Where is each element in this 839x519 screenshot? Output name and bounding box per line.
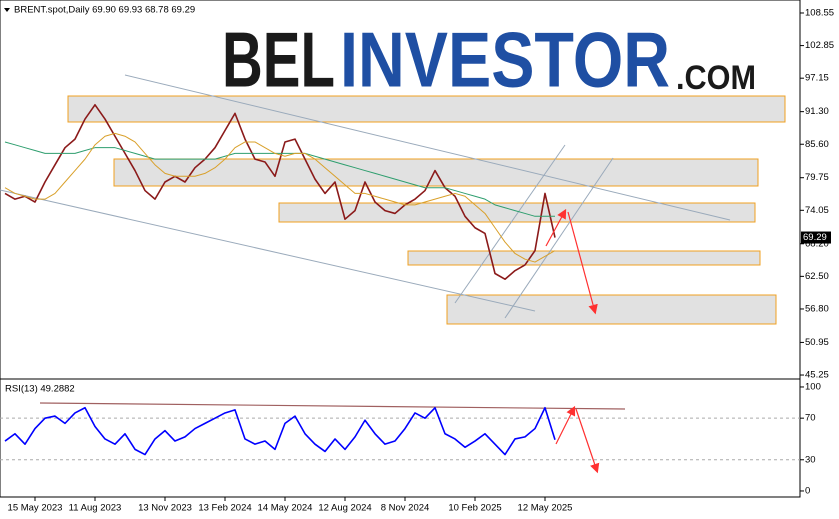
y-tick-label: 30: [805, 454, 816, 465]
y-tick-label: 85.60: [805, 139, 829, 150]
channel-line: [454, 144, 566, 304]
x-tick-label: 8 Nov 2024: [381, 503, 430, 514]
price-label-box: [801, 231, 831, 244]
y-tick-label: 100: [805, 381, 821, 392]
price-label: 69.29: [803, 232, 827, 243]
y-tick-label: 74.05: [805, 205, 829, 216]
channel-line: [124, 74, 731, 221]
y-tick-label: 79.75: [805, 172, 829, 183]
arrow: [545, 208, 567, 247]
zone: [67, 95, 786, 123]
series-line: [4, 132, 556, 263]
logo-part: BEL: [222, 16, 335, 104]
arrow: [567, 211, 598, 315]
marks: [0, 103, 800, 461]
series-line: [4, 406, 556, 456]
x-tick-label: 13 Feb 2024: [198, 503, 251, 514]
zone: [113, 158, 759, 187]
y-tick-label: 70: [805, 413, 816, 424]
arrows: [545, 208, 600, 474]
channel-line: [0, 189, 536, 312]
y-tick-label: 56.80: [805, 303, 829, 314]
x-tick-label: 14 May 2024: [258, 503, 313, 514]
arrow: [575, 408, 600, 474]
zone: [278, 202, 756, 223]
arrow: [555, 405, 576, 445]
x-tick-label: 11 Aug 2023: [69, 503, 122, 514]
channels: [0, 74, 731, 410]
series-line: [4, 103, 556, 281]
y-tick-label: 50.95: [805, 337, 829, 348]
y-tick-label: 108.55: [805, 7, 834, 18]
logo-part: INVESTOR: [340, 16, 670, 104]
rsi-title: RSI(13) 49.2882: [5, 384, 75, 395]
zone: [446, 294, 777, 325]
y-tick-label: 97.15: [805, 73, 829, 84]
x-tick-label: 15 May 2023: [8, 503, 63, 514]
logo: BEL INVESTOR .COM: [221, 15, 756, 105]
zones: [67, 95, 786, 325]
header-icon: [4, 8, 10, 12]
y-tick-label: 102.85: [805, 40, 834, 51]
x-tick-label: 12 Aug 2024: [318, 503, 371, 514]
y-tick-label: 68.20: [805, 238, 829, 249]
rsi-trend-line: [39, 402, 626, 410]
series-line: [4, 141, 555, 217]
x-tick-label: 13 Nov 2023: [138, 503, 192, 514]
y-tick-label: 91.30: [805, 106, 829, 117]
logo-part: .COM: [676, 59, 756, 97]
plot-frame: [0, 0, 801, 498]
zone: [407, 250, 761, 266]
header-title: BRENT.spot,Daily 69.90 69.93 68.78 69.29: [14, 5, 195, 16]
y-tick-label: 62.50: [805, 271, 829, 282]
x-tick-label: 10 Feb 2025: [448, 503, 501, 514]
x-tick-label: 12 May 2025: [518, 503, 573, 514]
y-tick-label: 0: [805, 485, 810, 496]
y-tick-label: 45.25: [805, 370, 829, 381]
channel-line: [504, 157, 614, 319]
